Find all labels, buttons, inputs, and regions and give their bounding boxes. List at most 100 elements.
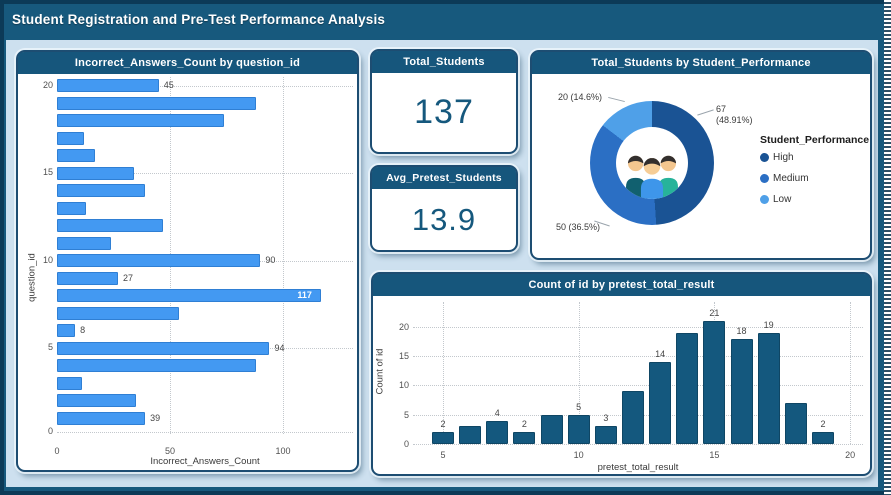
x-axis-title: pretest_total_result bbox=[597, 462, 679, 473]
grid-line bbox=[413, 356, 863, 358]
bar-chart-incorrect-answers: 0 50 100 20 15 10 5 0 45 90 27 117 8 94 39 bbox=[43, 77, 353, 456]
bar[interactable] bbox=[649, 361, 672, 444]
bar-data-label: 19 bbox=[763, 319, 774, 330]
bar-data-label: 2 bbox=[440, 419, 446, 430]
bar[interactable] bbox=[57, 236, 112, 250]
bar[interactable] bbox=[57, 341, 270, 355]
bar[interactable] bbox=[57, 376, 82, 390]
y-tick-label: 20 bbox=[42, 79, 53, 90]
bar[interactable] bbox=[57, 254, 261, 267]
bar-data-label: 39 bbox=[150, 412, 161, 423]
bar[interactable] bbox=[459, 426, 482, 444]
bar[interactable] bbox=[57, 201, 87, 215]
bar-data-label: 14 bbox=[655, 348, 666, 359]
bar[interactable] bbox=[621, 391, 644, 444]
card-title: Total_Students bbox=[372, 51, 516, 73]
x-tick-label: 50 bbox=[164, 446, 175, 456]
chart-title: Incorrect_Answers_Count by question_id bbox=[18, 52, 357, 74]
canvas-edge-strip bbox=[884, 0, 891, 495]
bar-data-label: 45 bbox=[163, 80, 174, 90]
grid-line bbox=[57, 85, 353, 87]
bar[interactable] bbox=[57, 219, 164, 232]
bar[interactable] bbox=[540, 414, 563, 444]
bar[interactable] bbox=[594, 426, 617, 444]
y-tick-label: 10 bbox=[42, 254, 53, 265]
bar[interactable] bbox=[676, 332, 699, 444]
bar-data-label: 3 bbox=[603, 413, 609, 424]
x-tick-label: 5 bbox=[440, 450, 446, 460]
x-tick-label: 15 bbox=[709, 450, 720, 460]
bar-data-label: 94 bbox=[274, 342, 285, 353]
legend-item-medium[interactable]: Medium bbox=[760, 173, 869, 184]
legend-dot bbox=[760, 153, 769, 162]
x-tick-label: 20 bbox=[845, 450, 856, 460]
x-tick-label: 0 bbox=[54, 446, 60, 456]
label-leader-line bbox=[608, 96, 625, 103]
bar[interactable] bbox=[57, 79, 159, 92]
x-tick-label: 100 bbox=[275, 446, 291, 456]
chart-title: Count of id by pretest_total_result bbox=[373, 274, 870, 296]
bar-data-label: 8 bbox=[80, 325, 86, 335]
bar[interactable] bbox=[57, 131, 85, 145]
y-tick-label: 0 bbox=[403, 439, 409, 449]
y-tick-label: 20 bbox=[398, 321, 409, 332]
bar-data-label: 2 bbox=[820, 419, 826, 430]
bar-data-label: 5 bbox=[576, 401, 582, 412]
bar[interactable] bbox=[567, 414, 590, 444]
panel-performance-donut: Total_Students by Student_Performance 20… bbox=[530, 50, 872, 260]
card-value: 137 bbox=[414, 93, 474, 131]
card-value: 13.9 bbox=[411, 201, 477, 237]
slice-label-high: 67 (48.91%) bbox=[716, 104, 753, 125]
y-tick-label: 10 bbox=[398, 380, 409, 391]
x-axis-title: Incorrect_Answers_Count bbox=[150, 456, 260, 467]
y-axis-title: question_id bbox=[26, 253, 38, 302]
bar-data-label: 2 bbox=[521, 419, 527, 430]
card-total-students: Total_Students 137 bbox=[370, 49, 518, 154]
bar[interactable] bbox=[730, 338, 753, 444]
card-title: Avg_Pretest_Students bbox=[372, 167, 516, 189]
y-axis-title: Count of id bbox=[374, 348, 386, 395]
bar[interactable] bbox=[57, 289, 322, 302]
y-tick-label: 15 bbox=[398, 351, 409, 362]
bar[interactable] bbox=[57, 359, 256, 372]
legend-dot bbox=[760, 195, 769, 204]
legend-title: Student_Performance bbox=[760, 134, 870, 146]
slice-label-medium: 50 (36.5%) bbox=[555, 222, 600, 232]
bar[interactable] bbox=[57, 149, 96, 162]
legend: Student_Performance High Medium Low bbox=[760, 134, 869, 215]
bar[interactable] bbox=[811, 432, 834, 444]
bar[interactable] bbox=[486, 420, 509, 444]
legend-item-low[interactable]: Low bbox=[760, 194, 869, 205]
chart-title: Total_Students by Student_Performance bbox=[532, 52, 870, 74]
bar[interactable] bbox=[432, 432, 454, 444]
grid-line bbox=[413, 444, 863, 445]
bar[interactable] bbox=[757, 332, 780, 444]
bar[interactable] bbox=[57, 271, 119, 285]
bar[interactable] bbox=[57, 306, 180, 320]
grid-line bbox=[443, 302, 444, 444]
page-title: Student Registration and Pre-Test Perfor… bbox=[12, 12, 386, 27]
bar[interactable] bbox=[57, 166, 134, 180]
bar[interactable] bbox=[57, 96, 256, 110]
grid-line bbox=[578, 302, 580, 444]
bar[interactable] bbox=[57, 324, 76, 337]
grid-line bbox=[57, 432, 353, 433]
bar-data-label: 117 bbox=[297, 290, 312, 300]
bar[interactable] bbox=[57, 394, 137, 407]
bar[interactable] bbox=[703, 320, 726, 444]
grid-line bbox=[57, 173, 353, 175]
label-leader-line bbox=[697, 109, 714, 116]
legend-item-high[interactable]: High bbox=[760, 152, 869, 163]
donut-center bbox=[616, 127, 688, 199]
bar[interactable] bbox=[513, 432, 536, 444]
x-tick-label: 10 bbox=[573, 450, 584, 460]
bar[interactable] bbox=[57, 114, 225, 127]
bar[interactable] bbox=[57, 411, 146, 425]
bar-chart-pretest-results: 0 5 10 15 20 5 10 15 20 2 4 2 5 3 14 21 18 19 2 bbox=[399, 302, 863, 460]
grid-line bbox=[413, 326, 863, 328]
bar[interactable] bbox=[57, 184, 146, 197]
card-avg-pretest: Avg_Pretest_Students 13.9 bbox=[370, 165, 518, 252]
bar[interactable] bbox=[784, 402, 807, 444]
grid-line bbox=[413, 385, 863, 387]
